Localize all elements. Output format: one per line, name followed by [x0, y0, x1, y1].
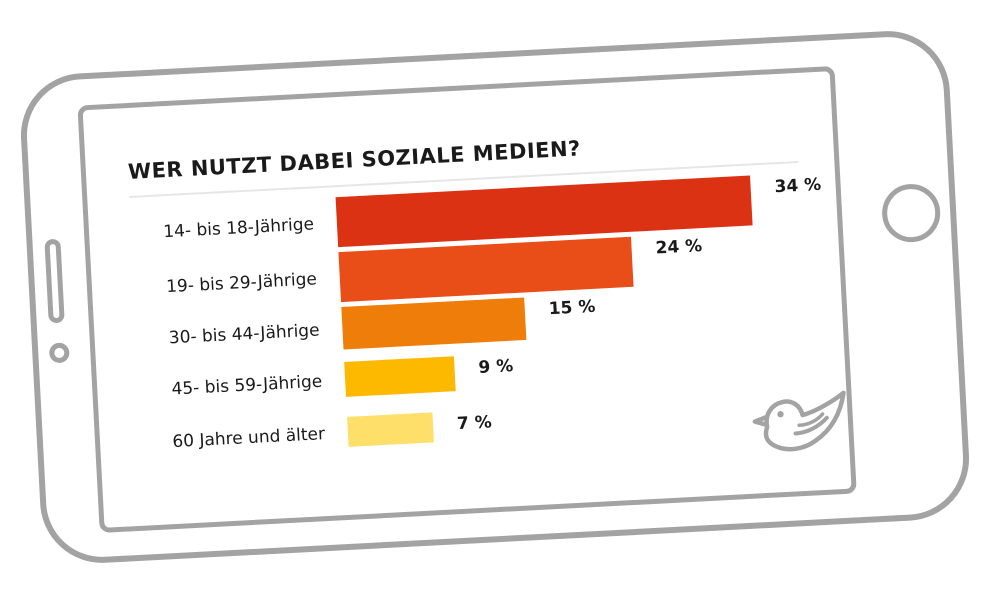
- value-label: 9 %: [478, 356, 514, 378]
- category-label: 14- bis 18-Jährige: [163, 214, 315, 242]
- bar-4: [344, 356, 456, 397]
- bar-5: [347, 412, 434, 447]
- bar-chart: 14- bis 18-Jährige 34 % 19- bis 29-Jährige…: [163, 175, 822, 452]
- value-label: 24 %: [655, 236, 703, 258]
- value-label: 15 %: [548, 297, 596, 319]
- bar-2: [338, 236, 634, 303]
- bar-3: [341, 297, 527, 350]
- phone-frame: WER NUTZT DABEI SOZIALE MEDIEN? 14- bis …: [17, 27, 973, 567]
- phone-side-slot: [44, 238, 65, 324]
- category-label: 30- bis 44-Jährige: [168, 320, 320, 348]
- category-label: 60 Jahre und älter: [172, 424, 326, 452]
- value-label: 7 %: [457, 412, 493, 434]
- category-label: 45- bis 59-Jährige: [171, 372, 323, 400]
- bird-icon: [752, 390, 846, 452]
- home-button[interactable]: [880, 182, 942, 244]
- phone-side-dot: [48, 342, 70, 364]
- bar-1: [335, 175, 753, 248]
- phone-screen: WER NUTZT DABEI SOZIALE MEDIEN? 14- bis …: [77, 65, 857, 534]
- value-label: 34 %: [774, 175, 822, 197]
- category-label: 19- bis 29-Jährige: [166, 269, 318, 297]
